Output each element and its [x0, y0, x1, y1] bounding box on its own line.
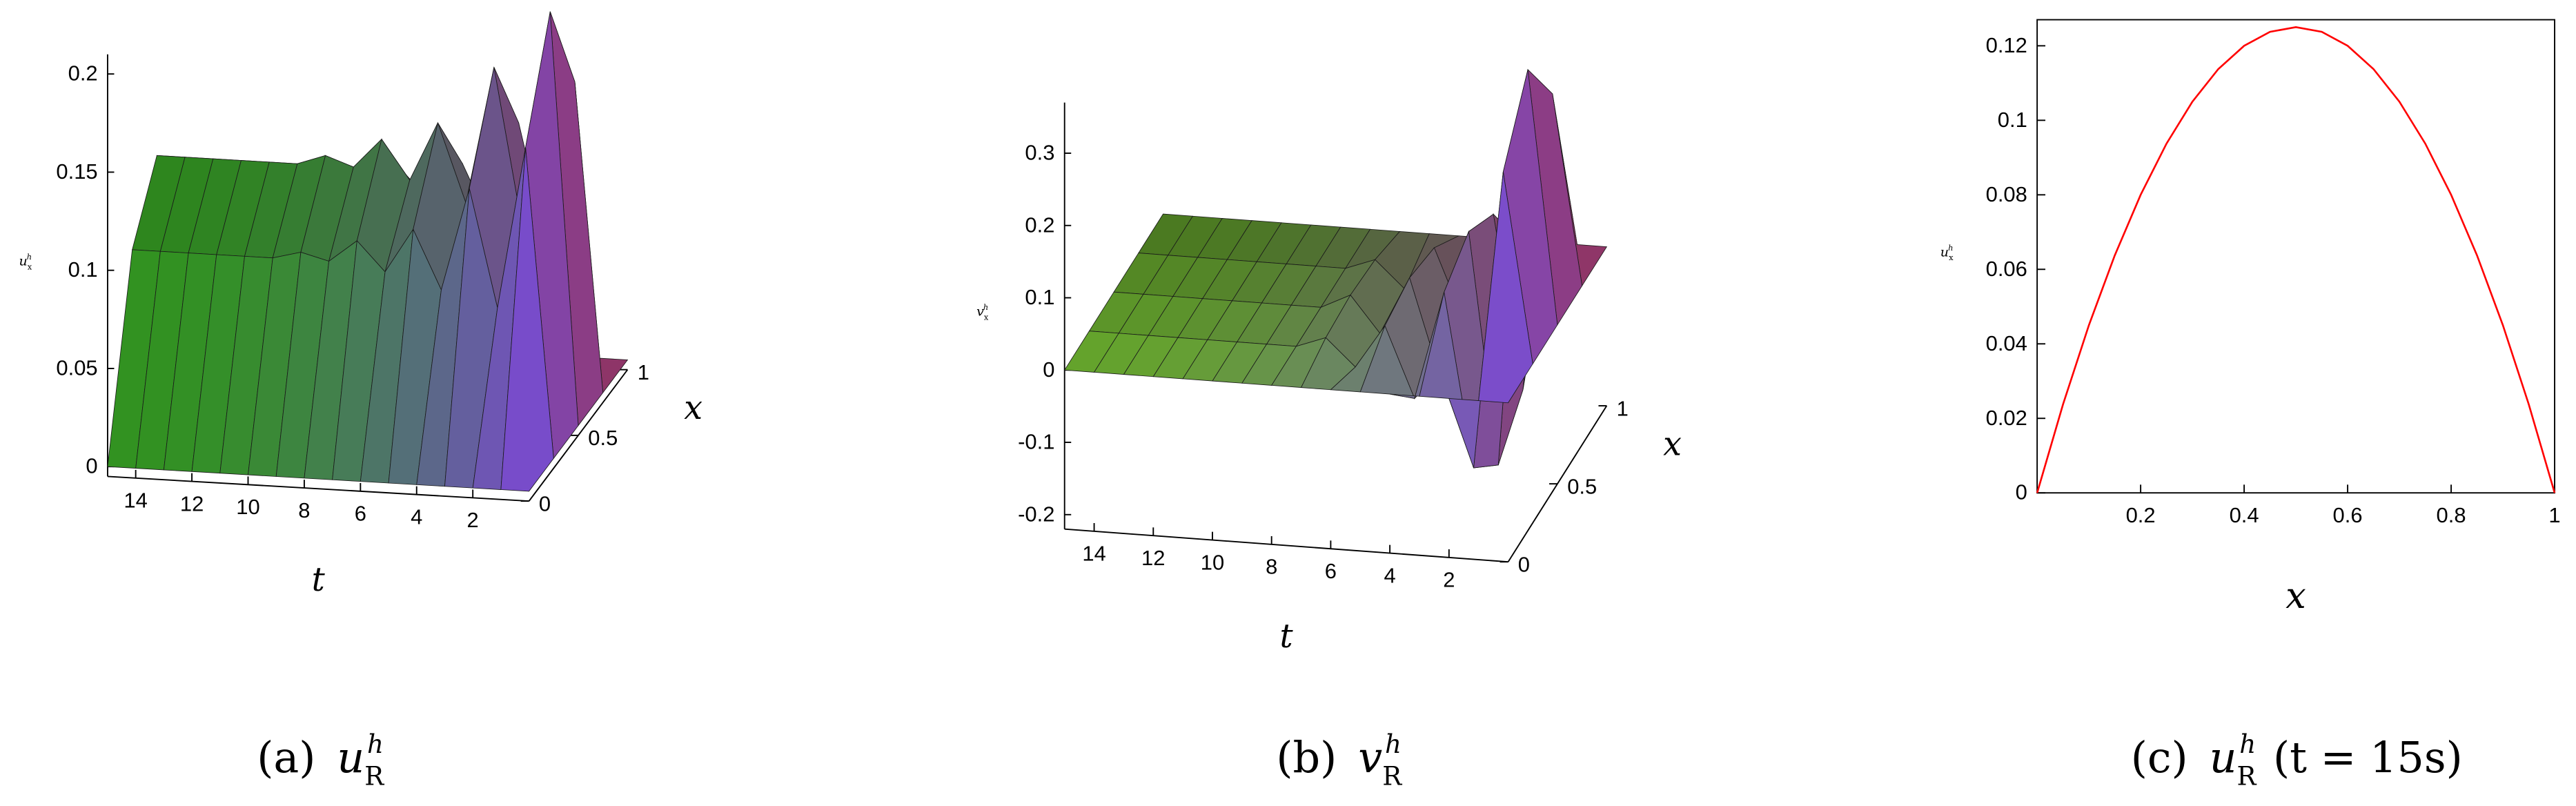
label-base: u — [2210, 733, 2237, 783]
z-tick-label: 0.1 — [1025, 285, 1054, 309]
label-sup: h — [1385, 729, 1402, 759]
t-tick-label: 8 — [1266, 555, 1277, 579]
x-tick-label: 1 — [638, 360, 649, 384]
t-tick-label: 12 — [1141, 546, 1165, 570]
t-axis — [1064, 528, 1508, 563]
label-base: v — [976, 304, 984, 320]
x-tick-label: 0.2 — [2126, 503, 2156, 527]
label-sub: R — [1382, 762, 1402, 792]
z-tick-label: 0.1 — [68, 257, 98, 282]
label-sub: x — [28, 262, 32, 271]
label-sub: x — [984, 312, 989, 322]
surface-patch — [1478, 172, 1533, 404]
y-tick-label: 0.1 — [1998, 108, 2027, 132]
x-tick-label: 0 — [1518, 553, 1530, 577]
x-tick-label: 0.4 — [2230, 503, 2259, 527]
x-tick-label: 1 — [2548, 503, 2560, 527]
label-base: u — [19, 254, 28, 269]
caption-note: (t = 15s) — [2273, 733, 2463, 783]
x-axis-label: x — [684, 389, 702, 427]
t-tick-label: 6 — [1325, 559, 1337, 583]
t-tick-label: 10 — [1201, 550, 1224, 574]
t-tick-label: 10 — [236, 495, 259, 519]
y-tick-label: 0.04 — [1986, 331, 2027, 355]
x-tick-label: 0.5 — [588, 426, 618, 450]
x-tick-label: 0.5 — [1567, 474, 1597, 498]
caption: (a) uRh — [257, 729, 384, 791]
y-tick-label: 0 — [2016, 480, 2027, 504]
label-sup: h — [983, 302, 988, 312]
z-axis-label: uxh — [19, 252, 32, 271]
z-tick-label: 0.2 — [1025, 213, 1054, 237]
caption-tag: (a) — [257, 733, 315, 783]
t-tick-label: 2 — [1443, 568, 1455, 592]
label-base: u — [337, 733, 364, 783]
t-axis-label: t — [1280, 618, 1294, 656]
y-tick-label: 0.12 — [1986, 33, 2027, 57]
y-tick-label: 0.06 — [1986, 257, 2027, 281]
t-tick-label: 8 — [298, 498, 310, 522]
y-tick-label: 0.02 — [1986, 406, 2027, 430]
label-sup: h — [367, 729, 384, 759]
y-tick-label: 0.08 — [1986, 182, 2027, 206]
y-axis-label: uxh — [1940, 243, 1954, 262]
z-tick-label: 0.15 — [56, 159, 97, 184]
t-tick-label: 4 — [411, 504, 422, 529]
caption: (b) vRh — [1276, 729, 1402, 791]
z-tick-label: 0 — [86, 454, 97, 478]
t-tick-label: 4 — [1384, 563, 1395, 587]
x-axis-label: x — [2285, 575, 2306, 617]
t-tick-label: 14 — [124, 489, 147, 513]
label-sup: h — [1948, 243, 1953, 253]
t-tick-label: 6 — [355, 502, 366, 526]
z-tick-label: 0.05 — [56, 355, 97, 380]
label-sub: R — [364, 762, 384, 792]
z-tick-label: 0 — [1043, 357, 1054, 382]
caption: (c) uRh (t = 15s) — [2131, 729, 2463, 791]
z-tick-label: -0.2 — [1018, 502, 1054, 526]
z-tick-label: -0.1 — [1018, 430, 1054, 454]
label-sup: h — [27, 252, 32, 262]
z-tick-label: 0.3 — [1025, 141, 1054, 165]
t-axis — [107, 475, 529, 502]
plot-frame — [2036, 19, 2556, 494]
t-tick-label: 2 — [467, 508, 479, 532]
x-axis-label: x — [1663, 425, 1682, 463]
z-tick-label: 0.2 — [68, 61, 98, 86]
x-tick-label: 1 — [1617, 396, 1629, 420]
label-sub: x — [1949, 253, 1954, 262]
data-line — [2036, 26, 2556, 493]
caption-tag: (b) — [1276, 733, 1337, 783]
caption-tag: (c) — [2131, 733, 2188, 783]
x-tick-label: 0.8 — [2437, 503, 2466, 527]
x-axis — [1507, 405, 1608, 562]
label-sup: h — [2239, 729, 2256, 759]
label-base: v — [1358, 733, 1382, 783]
t-axis-label: t — [312, 561, 326, 599]
label-sub: R — [2236, 762, 2257, 792]
x-tick-label: 0.6 — [2333, 503, 2363, 527]
t-tick-label: 12 — [180, 491, 204, 515]
label-base: u — [1940, 244, 1949, 259]
z-axis-label: vxh — [976, 302, 989, 322]
surface-patch — [500, 147, 554, 492]
t-tick-label: 14 — [1082, 542, 1105, 566]
x-tick-label: 0 — [539, 491, 551, 515]
